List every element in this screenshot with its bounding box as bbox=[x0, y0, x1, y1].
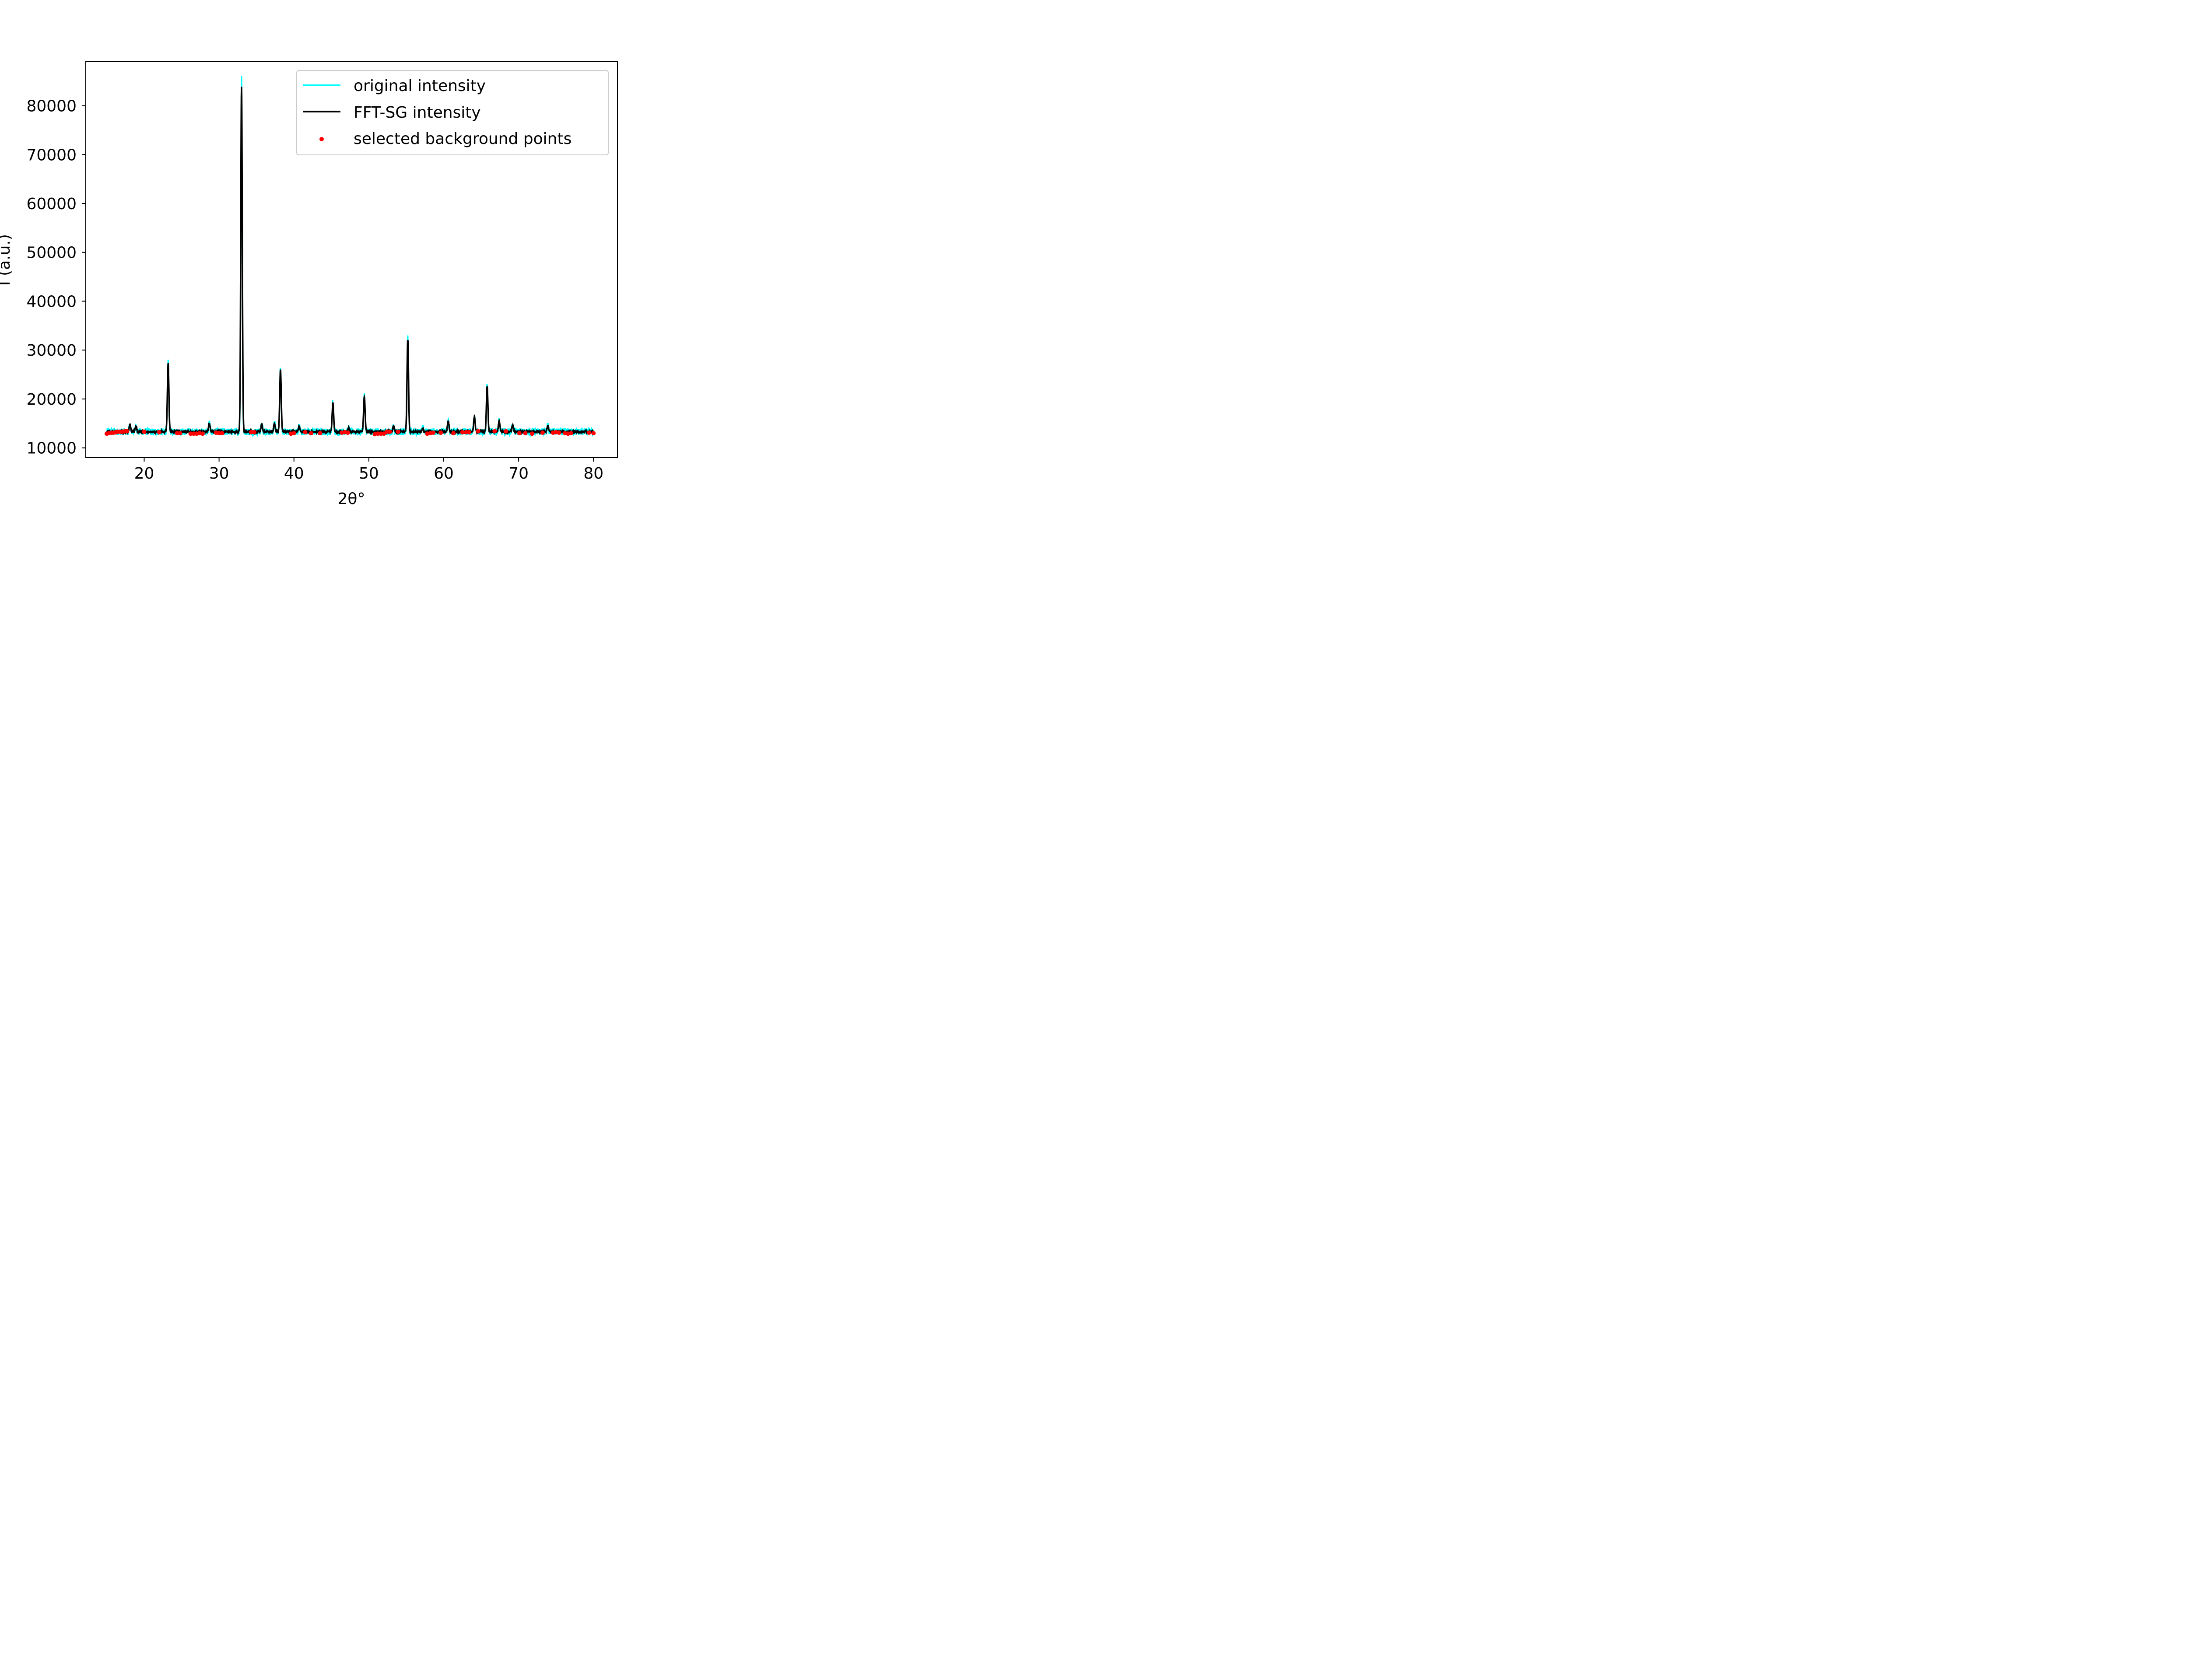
background-point bbox=[529, 431, 534, 436]
y-tick-label: 60000 bbox=[26, 195, 77, 213]
background-point bbox=[451, 431, 456, 436]
x-tick-label: 60 bbox=[434, 465, 454, 483]
background-point bbox=[384, 429, 389, 434]
y-tick-label: 20000 bbox=[26, 391, 77, 409]
x-tick-label: 30 bbox=[209, 465, 229, 483]
background-point bbox=[504, 429, 508, 434]
background-point bbox=[188, 431, 193, 436]
background-point bbox=[345, 430, 350, 435]
y-tick-label: 10000 bbox=[26, 440, 77, 458]
background-point bbox=[318, 431, 323, 436]
background-point bbox=[217, 431, 221, 436]
xrd-chart: 20 30 40 50 60 70 80 10000 20000 30000 40000 50000… bbox=[0, 0, 677, 507]
legend-fft-sg-label: FFT-SG intensity bbox=[354, 104, 481, 122]
background-point bbox=[476, 429, 480, 434]
x-tick-label: 70 bbox=[508, 465, 529, 483]
x-axis-ticks: 20 30 40 50 60 70 80 bbox=[134, 458, 603, 483]
background-point bbox=[517, 431, 522, 436]
background-point bbox=[291, 431, 296, 436]
background-point bbox=[492, 429, 497, 434]
background-point bbox=[467, 430, 472, 434]
background-point bbox=[220, 431, 224, 436]
background-point bbox=[464, 430, 469, 434]
background-point bbox=[178, 431, 182, 436]
y-tick-label: 50000 bbox=[26, 244, 77, 262]
y-axis-ticks: 10000 20000 30000 40000 50000 60000 70000 80000 bbox=[26, 98, 86, 458]
plot-area bbox=[104, 76, 596, 438]
legend-background-points-label: selected background points bbox=[354, 130, 572, 148]
background-point bbox=[200, 431, 205, 436]
x-tick-label: 80 bbox=[583, 465, 603, 483]
axes-frame bbox=[85, 61, 618, 458]
background-point bbox=[175, 431, 179, 436]
background-point bbox=[438, 430, 443, 435]
background-point bbox=[396, 429, 400, 434]
background-point bbox=[523, 431, 528, 436]
y-tick-label: 30000 bbox=[26, 342, 77, 360]
background-point bbox=[557, 430, 561, 435]
background-point bbox=[249, 430, 254, 434]
x-tick-label: 50 bbox=[359, 465, 379, 483]
background-points-layer bbox=[104, 429, 596, 437]
fft-sg-intensity-line bbox=[106, 87, 594, 436]
background-point bbox=[157, 430, 161, 434]
x-axis-label: 2θ° bbox=[338, 490, 365, 507]
x-tick-label: 40 bbox=[284, 465, 304, 483]
x-tick-label: 20 bbox=[134, 465, 154, 483]
background-point bbox=[460, 430, 465, 434]
background-point bbox=[309, 431, 314, 436]
y-axis-label: I (a.u.) bbox=[0, 234, 14, 286]
background-point bbox=[591, 431, 596, 436]
y-tick-label: 80000 bbox=[26, 98, 77, 116]
background-point bbox=[375, 431, 380, 436]
fft-sg-intensity-layer bbox=[106, 87, 594, 436]
background-point bbox=[586, 430, 591, 435]
background-point bbox=[252, 430, 257, 434]
background-point bbox=[540, 430, 545, 435]
legend-frame bbox=[296, 70, 609, 155]
background-point bbox=[191, 431, 196, 436]
y-tick-label: 70000 bbox=[26, 146, 77, 164]
legend-background-points-swatch bbox=[319, 137, 324, 141]
background-point bbox=[431, 430, 436, 435]
background-point bbox=[142, 429, 147, 434]
background-point bbox=[387, 429, 392, 434]
background-point bbox=[379, 431, 383, 436]
legend-original-label: original intensity bbox=[354, 77, 486, 95]
legend: original intensity FFT-SG intensity sele… bbox=[296, 70, 609, 155]
y-tick-label: 40000 bbox=[26, 293, 77, 311]
background-point bbox=[568, 431, 573, 436]
background-point bbox=[303, 430, 308, 434]
background-point bbox=[125, 429, 130, 434]
